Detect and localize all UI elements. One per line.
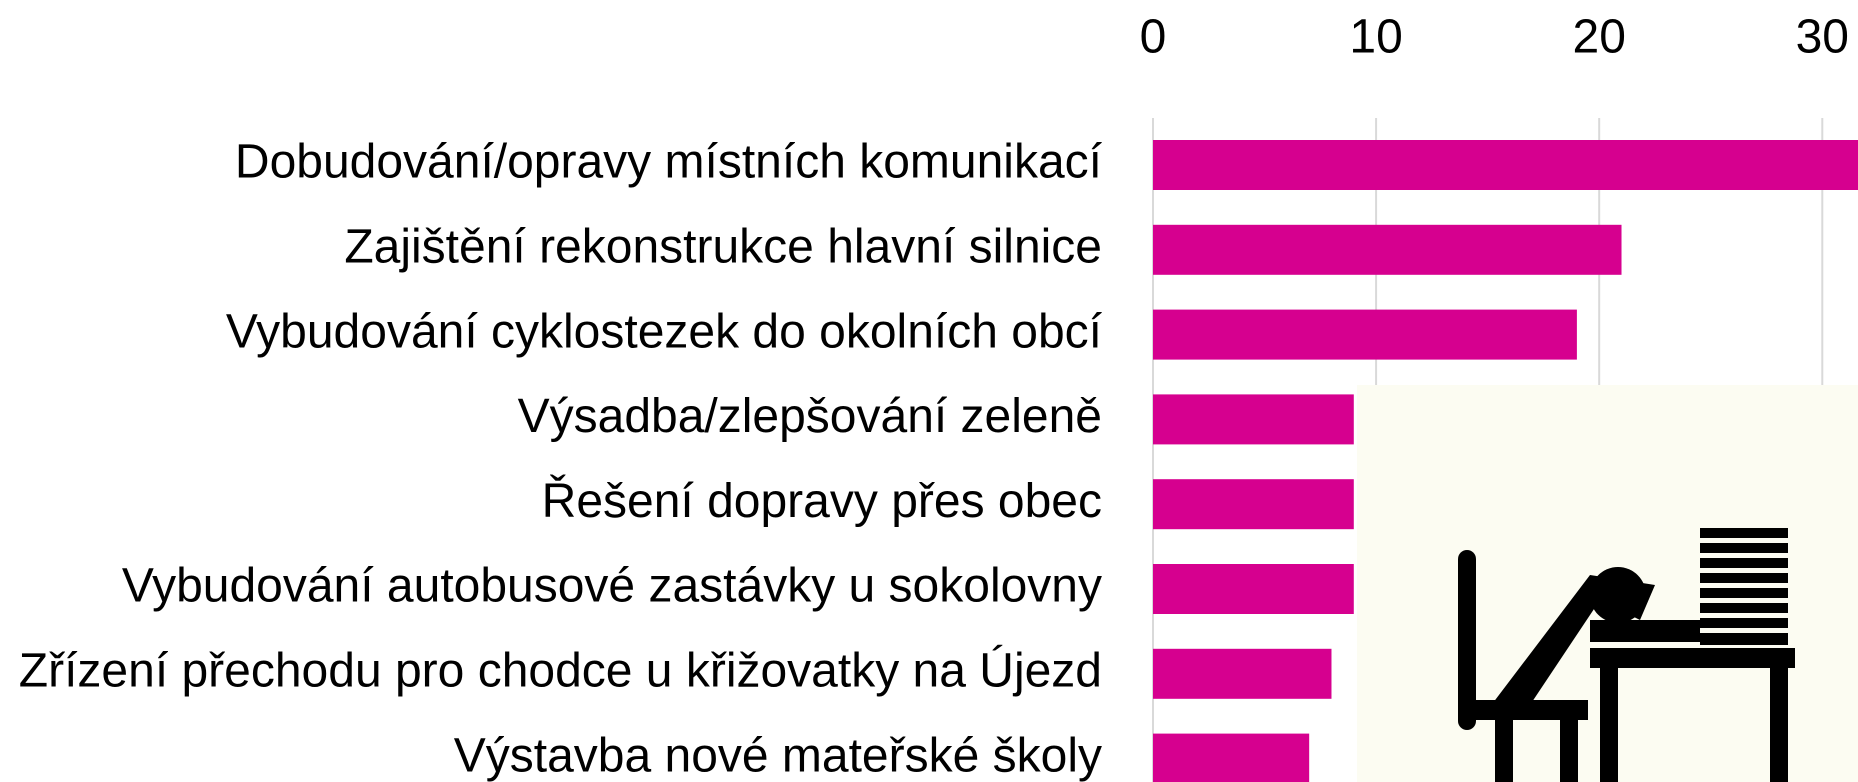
sleeping-person-illustration xyxy=(1357,385,1858,782)
category-label: Řešení dopravy přes obec xyxy=(542,475,1102,528)
category-label: Výstavba nové mateřské školy xyxy=(454,729,1102,782)
bar xyxy=(1153,649,1331,699)
x-tick-label: 30 xyxy=(1796,11,1849,64)
category-label: Vybudování autobusové zastávky u sokolov… xyxy=(122,560,1102,613)
bar xyxy=(1153,394,1354,444)
x-tick-label: 0 xyxy=(1140,11,1167,64)
chart: 0 10 20 30 Dobudování/opravy místních komuni… xyxy=(0,0,1858,782)
category-label: Vybudování cyklostezek do okolních obcí xyxy=(226,305,1103,358)
bar xyxy=(1153,225,1622,275)
bar xyxy=(1153,140,1858,190)
bar xyxy=(1153,564,1354,614)
bar xyxy=(1153,734,1309,782)
x-tick-label: 10 xyxy=(1349,11,1402,64)
bar xyxy=(1153,310,1577,360)
category-label: Zajištění rekonstrukce hlavní silnice xyxy=(344,220,1102,273)
x-tick-label: 20 xyxy=(1573,11,1626,64)
page: {"chart_data": {"type": "bar", "orientat… xyxy=(0,0,1858,782)
category-label: Výsadba/zlepšování zeleně xyxy=(518,390,1102,443)
category-label: Dobudování/opravy místních komunikací xyxy=(235,136,1103,189)
bar xyxy=(1153,479,1354,529)
category-label: Zřízení přechodu pro chodce u křižovatky… xyxy=(19,643,1102,697)
